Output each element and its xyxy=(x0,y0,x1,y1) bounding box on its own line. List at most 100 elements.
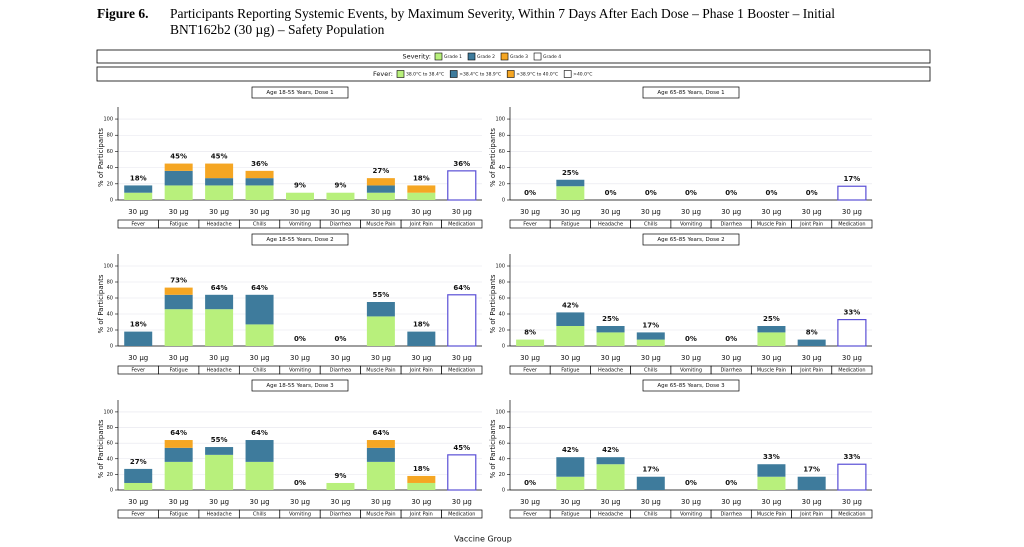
total-label: 17% xyxy=(642,321,659,329)
category-label: Medication xyxy=(838,368,865,374)
total-label: 27% xyxy=(373,167,390,175)
legend-text: 38.0°C to 38.4°C xyxy=(406,72,444,78)
total-label: 0% xyxy=(685,479,697,487)
total-label: 18% xyxy=(413,174,430,182)
y-tick-label: 80 xyxy=(107,280,113,286)
x-group-label: 30 µg xyxy=(169,208,189,216)
bar-segment xyxy=(245,440,274,462)
bar-segment xyxy=(596,457,625,465)
total-label: 17% xyxy=(642,466,659,474)
category-label: Headache xyxy=(598,512,623,518)
category-label: Fever xyxy=(131,222,146,228)
bar-segment xyxy=(164,309,193,346)
y-tick-label: 60 xyxy=(107,149,113,155)
bar-segment xyxy=(797,339,826,346)
y-tick-label: 100 xyxy=(495,264,505,270)
category-label: Fatigue xyxy=(561,368,579,374)
y-tick-label: 20 xyxy=(499,181,505,187)
bar-segment xyxy=(366,440,395,448)
x-group-label: 30 µg xyxy=(330,354,350,362)
category-label: Muscle Pain xyxy=(366,368,395,374)
category-label: Joint Pain xyxy=(409,512,433,518)
figure-label: Figure 6. xyxy=(97,6,149,21)
legend-swatch xyxy=(563,70,572,78)
y-tick-label: 20 xyxy=(107,181,113,187)
total-label: 0% xyxy=(294,335,306,343)
y-tick-label: 20 xyxy=(107,472,113,478)
total-label: 42% xyxy=(602,446,619,454)
category-label: Medication xyxy=(448,222,475,228)
category-box xyxy=(831,365,873,375)
panel-title-box xyxy=(642,233,740,246)
legend-text: >38.9°C to 40.0°C xyxy=(516,72,558,78)
total-label: 17% xyxy=(844,175,861,183)
bar-segment xyxy=(124,468,153,483)
bar-segment xyxy=(164,170,193,186)
bar-segment xyxy=(164,440,193,448)
total-label: 0% xyxy=(685,189,697,197)
x-group-label: 30 µg xyxy=(761,498,781,506)
panel-title-box xyxy=(251,233,349,246)
x-group-label: 30 µg xyxy=(330,498,350,506)
total-label: 33% xyxy=(763,453,780,461)
bar-segment xyxy=(366,192,395,200)
total-label: 9% xyxy=(334,472,346,480)
x-group-label: 30 µg xyxy=(411,354,431,362)
category-label: Fever xyxy=(131,368,146,374)
x-group-label: 30 µg xyxy=(761,354,781,362)
bar-segment xyxy=(205,454,234,490)
category-label: Headache xyxy=(207,512,232,518)
total-label: 42% xyxy=(562,301,579,309)
bar-segment xyxy=(245,461,274,490)
category-label: Diarrhea xyxy=(330,512,352,518)
bar-segment xyxy=(596,332,625,346)
x-group-label: 30 µg xyxy=(452,208,472,216)
bar-segment xyxy=(124,192,153,200)
panel-title: Age 65-85 Years, Dose 1 xyxy=(657,90,724,96)
x-group-label: 30 µg xyxy=(209,354,229,362)
category-box xyxy=(441,219,483,229)
x-group-label: 30 µg xyxy=(330,208,350,216)
total-label: 8% xyxy=(524,329,536,337)
x-group-label: 30 µg xyxy=(842,208,862,216)
bar-segment xyxy=(636,476,665,490)
total-label: 55% xyxy=(373,291,390,299)
y-tick-label: 80 xyxy=(499,425,505,431)
x-group-label: 30 µg xyxy=(128,354,148,362)
total-label: 0% xyxy=(524,479,536,487)
total-label: 33% xyxy=(844,309,861,317)
total-label: 0% xyxy=(725,479,737,487)
category-box xyxy=(831,219,873,229)
x-group-label: 30 µg xyxy=(560,208,580,216)
x-group-label: 30 µg xyxy=(250,208,270,216)
bar-segment xyxy=(164,461,193,490)
medication-bar xyxy=(837,463,867,491)
category-label: Headache xyxy=(207,222,232,228)
y-tick-label: 40 xyxy=(107,312,113,318)
x-group-label: 30 µg xyxy=(641,498,661,506)
bar-segment xyxy=(205,185,234,200)
category-label: Fatigue xyxy=(170,222,188,228)
total-label: 25% xyxy=(763,315,780,323)
x-group-label: 30 µg xyxy=(371,498,391,506)
x-group-label: 30 µg xyxy=(411,208,431,216)
total-label: 45% xyxy=(170,153,187,161)
total-label: 0% xyxy=(334,335,346,343)
category-label: Fever xyxy=(523,368,538,374)
legend-text: Grade 3 xyxy=(510,54,528,60)
category-label: Diarrhea xyxy=(720,222,742,228)
x-group-label: 30 µg xyxy=(681,208,701,216)
legend-swatch xyxy=(533,52,542,61)
legend-text: >38.4°C to 38.9°C xyxy=(459,72,501,78)
y-tick-label: 100 xyxy=(103,264,113,270)
total-label: 36% xyxy=(251,160,268,168)
y-axis-label: % of Participants xyxy=(489,274,497,333)
x-group-label: 30 µg xyxy=(761,208,781,216)
panel-title: Age 65-85 Years, Dose 2 xyxy=(657,237,724,243)
total-label: 0% xyxy=(806,189,818,197)
category-label: Vomiting xyxy=(680,512,702,518)
bar-segment xyxy=(556,312,585,326)
total-label: 9% xyxy=(334,182,346,190)
bar-segment xyxy=(245,185,274,200)
panel-title-box xyxy=(642,379,740,392)
